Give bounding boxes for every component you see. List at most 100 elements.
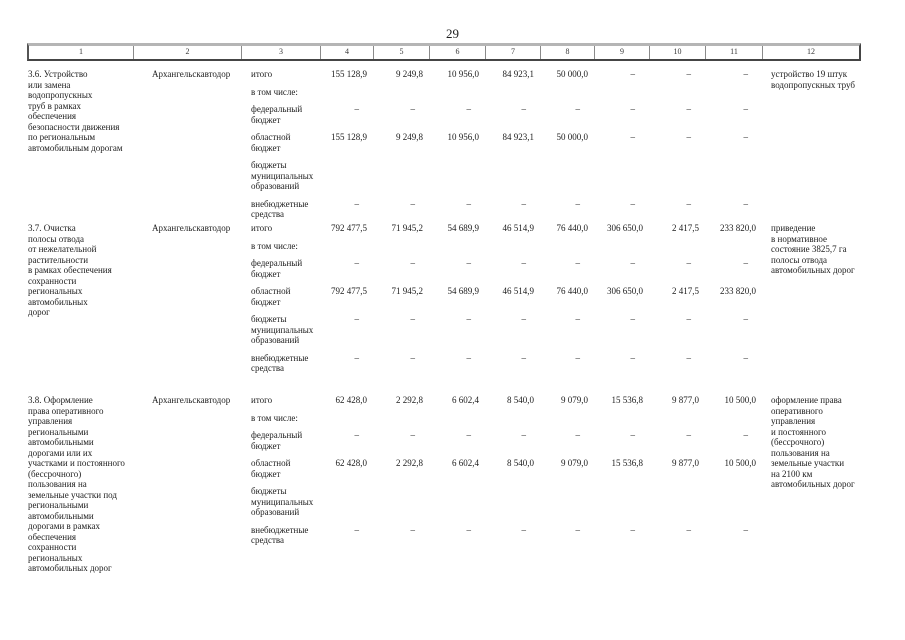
dash-cell: – xyxy=(466,104,472,114)
dash-cell: – xyxy=(686,69,692,79)
budget-level-label: бюджеты муниципальных образований xyxy=(251,314,314,345)
value-cell xyxy=(359,486,423,497)
result-text: устройство 19 штук водопропускных труб xyxy=(771,69,856,90)
value-cell: 2 417,5 xyxy=(672,286,699,296)
value-cell: 9 079,0 xyxy=(561,458,588,468)
budget-level-label: итого xyxy=(251,223,273,233)
value-cell: 306 650,0 xyxy=(607,286,643,296)
value-cell: 15 536,8 xyxy=(611,458,644,468)
value-cell: 46 514,9 xyxy=(502,286,535,296)
value-cell: 8 540,0 xyxy=(507,458,534,468)
dash-cell: – xyxy=(743,314,749,324)
value-cell: 233 820,0 xyxy=(720,223,756,233)
value-cell: 62 428,0 xyxy=(335,395,368,405)
budget-level-label: федеральный бюджет xyxy=(251,430,303,451)
dash-cell: – xyxy=(743,132,749,142)
budget-subrow: в том числе: xyxy=(251,241,905,252)
dash-cell: – xyxy=(466,198,472,209)
value-cell: 15 536,8 xyxy=(611,395,644,405)
dash-cell: – xyxy=(521,314,527,324)
executor: Архангельскавтодор xyxy=(152,395,231,405)
dash-cell: – xyxy=(575,430,581,440)
value-cell: 84 923,1 xyxy=(502,132,535,142)
dash-cell: – xyxy=(521,524,527,535)
dash-cell: – xyxy=(630,430,636,440)
value-cell xyxy=(692,160,756,171)
dash-cell: – xyxy=(630,69,636,79)
dash-cell: – xyxy=(686,198,692,209)
budget-level-label: итого xyxy=(251,69,273,79)
dash-cell: – xyxy=(466,524,472,535)
dash-cell: – xyxy=(743,198,749,209)
value-cell xyxy=(692,486,756,497)
dash-cell: – xyxy=(743,258,749,268)
dash-cell: – xyxy=(743,352,749,363)
budget-level-label: федеральный бюджет xyxy=(251,258,303,279)
header-cell-12: 12 xyxy=(762,46,859,59)
page-number: 29 xyxy=(446,26,459,41)
budget-level-label: федеральный бюджет xyxy=(251,104,303,125)
header-cell-4: 4 xyxy=(320,46,373,59)
dash-cell: – xyxy=(575,258,581,268)
result-text: оформление права оперативного управления… xyxy=(771,395,855,489)
value-cell xyxy=(303,160,367,171)
budget-block: итого 792 477,5 71 945,2 54 689,9 46 514,9 76… xyxy=(251,223,905,381)
dash-cell: – xyxy=(354,430,360,440)
value-cell: 54 689,9 xyxy=(447,223,480,233)
dash-cell: – xyxy=(630,258,636,268)
dash-cell: – xyxy=(743,104,749,114)
activity-name: 3.6. Устройство или замена водопропускны… xyxy=(28,69,123,153)
header-cell-2: 2 xyxy=(133,46,241,59)
dash-cell: – xyxy=(743,69,749,79)
value-cell: 76 440,0 xyxy=(556,223,589,233)
budget-subrow: федеральный бюджет – – – – – – – – xyxy=(251,104,905,125)
budget-subrow: в том числе: xyxy=(251,413,905,424)
value-cell: 84 923,1 xyxy=(502,69,535,79)
dash-cell: – xyxy=(686,524,692,535)
header-cell-9: 9 xyxy=(594,46,649,59)
value-cell: 10 500,0 xyxy=(724,458,757,468)
value-cell: 10 500,0 xyxy=(724,395,757,405)
header-cell-1: 1 xyxy=(79,47,83,56)
dash-cell: – xyxy=(354,258,360,268)
header-cell-10: 10 xyxy=(649,46,705,59)
dash-cell: – xyxy=(630,132,636,142)
dash-cell: – xyxy=(575,524,581,535)
dash-cell: – xyxy=(410,314,416,324)
value-cell xyxy=(635,160,699,171)
header-cell-5: 5 xyxy=(373,46,429,59)
value-cell xyxy=(359,160,423,171)
value-cell xyxy=(303,486,367,497)
dash-cell: – xyxy=(575,314,581,324)
value-cell: 155 128,9 xyxy=(331,69,367,79)
value-cell: 46 514,9 xyxy=(502,223,535,233)
budget-level-label: областной бюджет xyxy=(251,132,291,153)
budget-level-label: бюджеты муниципальных образований xyxy=(251,486,314,517)
dash-cell: – xyxy=(521,352,527,363)
budget-subrow: внебюджетные средства – – – – – – – – xyxy=(251,525,905,546)
value-cell: 6 602,4 xyxy=(452,458,479,468)
budget-subrow: в том числе: xyxy=(251,87,905,98)
value-cell: 50 000,0 xyxy=(556,69,589,79)
budget-subrow: бюджеты муниципальных образований xyxy=(251,160,905,192)
dash-cell: – xyxy=(521,104,527,114)
value-cell: 9 877,0 xyxy=(672,395,699,405)
value-cell: 10 956,0 xyxy=(447,69,480,79)
value-cell: 76 440,0 xyxy=(556,286,589,296)
budget-subrow: внебюджетные средства – – – – – – – – xyxy=(251,199,905,220)
dash-cell: – xyxy=(466,314,472,324)
value-cell: 54 689,9 xyxy=(447,286,480,296)
dash-cell: – xyxy=(354,104,360,114)
dash-cell: – xyxy=(410,430,416,440)
dash-cell: – xyxy=(743,430,749,440)
dash-cell: – xyxy=(630,198,636,209)
budget-level-label: областной бюджет xyxy=(251,458,291,479)
dash-cell: – xyxy=(686,314,692,324)
activity-name: 3.7. Очистка полосы отвода от нежелатель… xyxy=(28,223,112,317)
dash-cell: – xyxy=(521,258,527,268)
dash-cell: – xyxy=(575,198,581,209)
budget-block: итого 155 128,9 9 249,8 10 956,0 84 923,1 50 … xyxy=(251,69,905,227)
dash-cell: – xyxy=(521,430,527,440)
budget-level-label: внебюджетные средства xyxy=(251,198,309,220)
